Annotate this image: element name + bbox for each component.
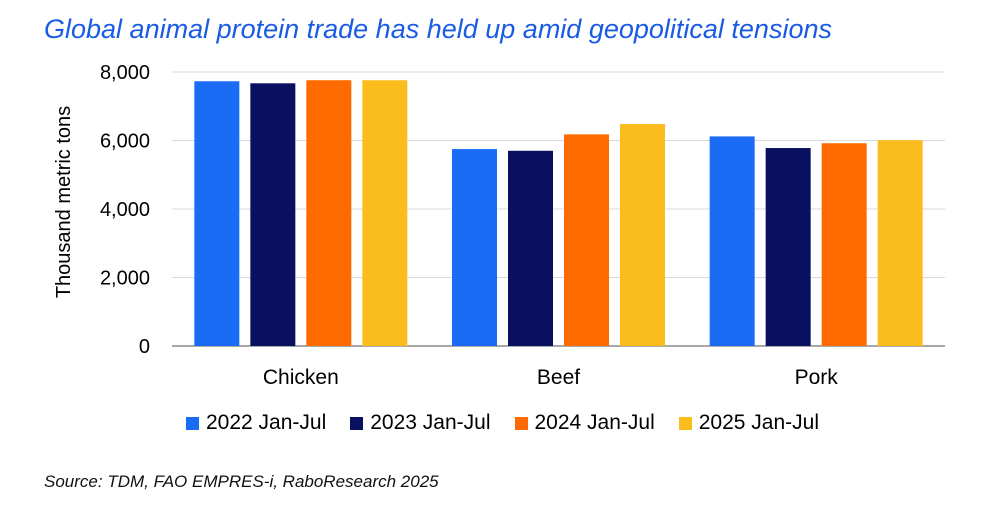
chart-title: Global animal protein trade has held up … xyxy=(44,14,832,44)
legend-label: 2023 Jan-Jul xyxy=(370,411,491,434)
y-tick-labels: 0 2,000 4,000 6,000 8,000 xyxy=(100,62,150,358)
y-axis-label: Thousand metric tons xyxy=(53,106,75,298)
bar-pork-4 xyxy=(877,140,923,346)
legend-item: 2023 Jan-Jul xyxy=(350,411,491,435)
source-label: Source: xyxy=(44,472,103,491)
legend-label: 2025 Jan-Jul xyxy=(698,411,819,434)
legend-swatch xyxy=(514,416,528,430)
bars xyxy=(194,80,923,347)
y-tick-label: 0 xyxy=(139,336,150,358)
bar-chicken-1 xyxy=(194,81,240,346)
y-tick-label: 6,000 xyxy=(100,131,150,153)
source-text: TDM, FAO EMPRES-i, RaboResearch 2025 xyxy=(102,472,439,491)
bar-chicken-2 xyxy=(250,83,296,347)
bar-chicken-3 xyxy=(306,80,352,346)
legend-item: 2024 Jan-Jul xyxy=(514,411,655,435)
bar-beef-2 xyxy=(508,150,553,346)
legend-item: 2025 Jan-Jul xyxy=(678,411,819,435)
legend: 2022 Jan-Jul 2023 Jan-Jul 2024 Jan-Jul 2025… xyxy=(186,411,819,435)
source-note: Source: TDM, FAO EMPRES-i, RaboResearch … xyxy=(44,472,439,492)
legend-swatch xyxy=(186,416,199,430)
legend-item: 2022 Jan-Jul xyxy=(186,411,326,435)
y-tick-label: 2,000 xyxy=(100,268,150,290)
legend-swatch xyxy=(350,416,364,430)
bar-pork-1 xyxy=(709,136,755,346)
bar-beef-1 xyxy=(452,149,497,346)
x-tick-label: Chicken xyxy=(263,366,339,389)
legend-label: 2022 Jan-Jul xyxy=(206,411,327,434)
x-tick-label: Pork xyxy=(795,366,839,389)
bar-pork-2 xyxy=(765,148,811,346)
y-tick-label: 4,000 xyxy=(100,199,150,221)
legend-label: 2024 Jan-Jul xyxy=(534,411,655,434)
y-tick-label: 8,000 xyxy=(100,62,150,84)
legend-swatch xyxy=(678,416,692,430)
x-tick-labels: Chicken Beef Pork xyxy=(263,366,838,389)
bar-chicken-4 xyxy=(362,80,408,346)
bar-pork-3 xyxy=(821,143,867,346)
bar-beef-3 xyxy=(564,134,609,346)
gridlines xyxy=(172,71,945,347)
x-tick-label: Beef xyxy=(537,366,580,389)
bar-beef-4 xyxy=(620,124,665,346)
